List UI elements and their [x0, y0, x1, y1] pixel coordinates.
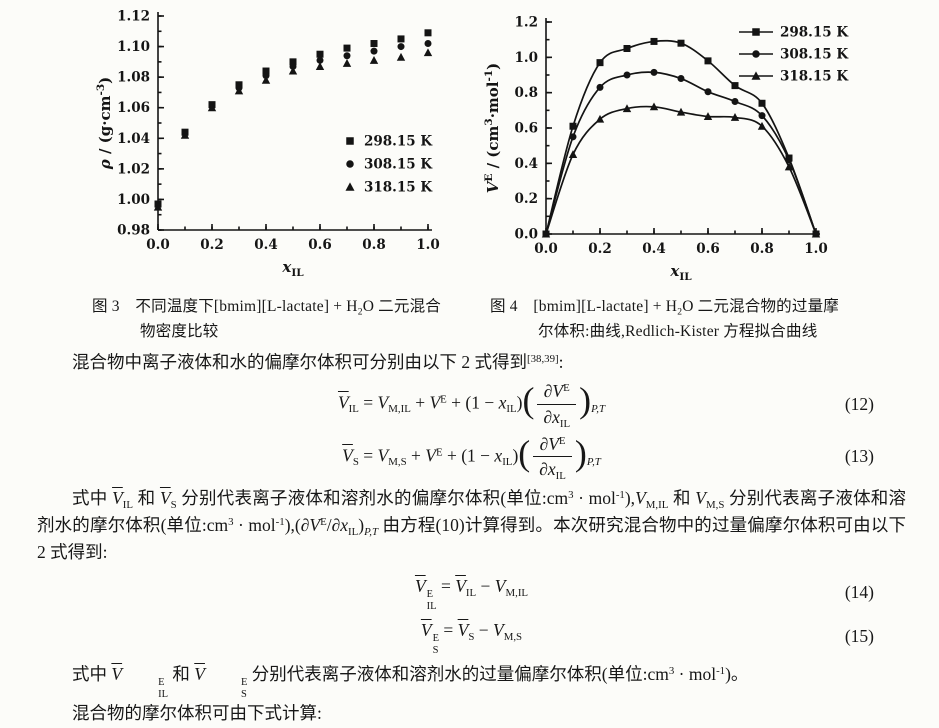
svg-text:1.2: 1.2	[515, 15, 539, 31]
svg-text:0.98: 0.98	[117, 223, 150, 239]
svg-text:318.15 K: 318.15 K	[364, 180, 433, 196]
equation-13-number: (13)	[844, 446, 874, 467]
equation-13-body: VS = VM,S + VE + (1 − xIL)(∂VE ∂xIL)P,T	[342, 432, 601, 483]
svg-text:0.2: 0.2	[200, 237, 224, 253]
equation-12-body: VIL = VM,IL + VE + (1 − xIL)(∂VE ∂xIL)P,T	[337, 379, 606, 430]
svg-text:0.2: 0.2	[588, 241, 612, 257]
figure4-caption: 图 4 [bmim][L-lactate] + H2O 二元混合物的过量摩 尔体…	[490, 294, 900, 344]
svg-text:308.15 K: 308.15 K	[780, 47, 849, 63]
equation-13: VS = VM,S + VE + (1 − xIL)(∂VE ∂xIL)P,T (…	[37, 433, 906, 482]
svg-text:1.12: 1.12	[117, 9, 150, 25]
axes	[545, 18, 820, 235]
series-318.15K	[153, 48, 433, 211]
axes	[157, 12, 432, 231]
figure4-excess-volume-chart: 0.0 0.2 0.4 0.6 0.8 1.0 0.0 0.2 0.4 0.6 0.8 1.0 1.2 x…	[483, 15, 849, 284]
figure3-caption: 图 3 不同温度下[bmim][L-lactate] + H2O 二元混合 物密…	[92, 294, 484, 344]
svg-text:0.0: 0.0	[534, 241, 558, 257]
svg-text:0.4: 0.4	[515, 156, 539, 172]
equation-12-number: (12)	[844, 393, 874, 414]
series-318.15K	[541, 102, 821, 238]
figure3-caption-line1: 图 3 不同温度下[bmim][L-lactate] + H2O 二元混合	[92, 298, 441, 318]
svg-text:298.15 K: 298.15 K	[780, 25, 849, 41]
svg-text:xIL: xIL	[669, 262, 692, 283]
equation-15-number: (15)	[844, 626, 874, 647]
svg-text:1.0: 1.0	[804, 241, 828, 257]
paragraph-intro: 混合物中离子液体和水的偏摩尔体积可分别由以下 2 式得到[38,39]:	[72, 352, 564, 372]
figure4-caption-line2: 尔体积:曲线,Redlich-Kister 方程拟合曲线	[538, 323, 818, 340]
svg-text:0.8: 0.8	[362, 237, 386, 253]
figure3-caption-line2: 物密度比较	[140, 323, 219, 340]
svg-text:ρ / (g·cm-3): ρ / (g·cm-3)	[95, 77, 114, 171]
equation-14: V E IL = VIL − VM,IL (14)	[37, 573, 906, 613]
svg-text:0.8: 0.8	[515, 85, 539, 101]
svg-text:0.0: 0.0	[146, 237, 170, 253]
svg-text:298.15 K: 298.15 K	[364, 134, 433, 150]
body-text: 混合物中离子液体和水的偏摩尔体积可分别由以下 2 式得到[38,39]: VIL…	[37, 349, 906, 728]
svg-text:0.6: 0.6	[696, 241, 720, 257]
equation-12: VIL = VM,IL + VE + (1 − xIL)(∂VE ∂xIL)P,T…	[37, 380, 906, 429]
svg-text:308.15 K: 308.15 K	[364, 157, 433, 173]
figure4-caption-line1: 图 4 [bmim][L-lactate] + H2O 二元混合物的过量摩	[490, 298, 839, 318]
svg-text:0.6: 0.6	[308, 237, 332, 253]
svg-text:0.2: 0.2	[515, 191, 539, 207]
svg-text:318.15 K: 318.15 K	[780, 69, 849, 85]
svg-text:xIL: xIL	[281, 258, 304, 279]
equation-14-number: (14)	[844, 582, 874, 603]
svg-text:1.10: 1.10	[117, 39, 150, 55]
svg-text:1.08: 1.08	[117, 70, 150, 86]
svg-text:0.6: 0.6	[515, 121, 539, 137]
svg-text:1.02: 1.02	[117, 161, 150, 177]
svg-text:0.8: 0.8	[750, 241, 774, 257]
svg-text:1.0: 1.0	[515, 50, 539, 66]
svg-text:1.04: 1.04	[117, 131, 150, 147]
svg-text:0.4: 0.4	[254, 237, 278, 253]
figure3-density-chart: 0.0 0.2 0.4 0.6 0.8 1.0 0.98 1.00 1.02 1.04 1.06 1.…	[95, 9, 440, 280]
legend: 298.15 K 308.15 K 318.15 K	[345, 134, 433, 196]
svg-text:1.00: 1.00	[117, 192, 150, 208]
svg-text:0.0: 0.0	[515, 227, 539, 243]
svg-text:VE / (cm3·mol-1): VE / (cm3·mol-1)	[483, 63, 502, 194]
paragraph-definitions: 式中 VIL 和 VS 分别代表离子液体和溶剂水的偏摩尔体积(单位:cm3 · …	[37, 488, 907, 562]
svg-text:1.0: 1.0	[416, 237, 440, 253]
equation-14-body: V E IL = VIL − VM,IL	[414, 576, 529, 612]
paragraph-molar-volume: 混合物的摩尔体积可由下式计算:	[72, 703, 322, 724]
svg-text:0.4: 0.4	[642, 241, 666, 257]
svg-text:1.06: 1.06	[117, 100, 150, 116]
legend: 298.15 K 308.15 K 318.15 K	[739, 25, 849, 85]
